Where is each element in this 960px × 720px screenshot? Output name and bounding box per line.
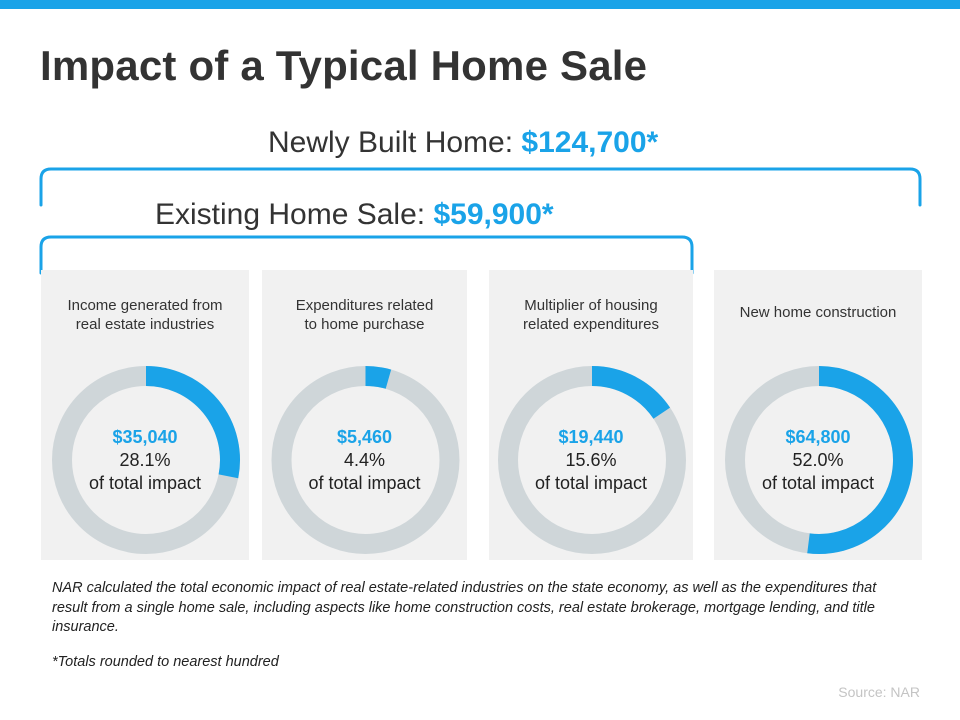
- rounding-note: *Totals rounded to nearest hundred: [52, 654, 279, 670]
- impact-amount: $5,460: [336, 427, 393, 447]
- impact-caption: of total impact: [761, 473, 875, 493]
- impact-caption: of total impact: [308, 473, 421, 493]
- panel-title: Multiplier of housing related expenditur…: [523, 297, 659, 333]
- impact-amount: $19,440: [558, 427, 624, 447]
- newly-built-amount: $124,700*: [521, 126, 659, 159]
- impact-amount: $35,040: [112, 427, 178, 447]
- donut-slice: [145, 366, 240, 479]
- methodology-footnote: NAR calculated the total economic impact…: [52, 580, 877, 635]
- panel-title: Income generated from real estate indust…: [67, 297, 223, 333]
- impact-percent: 52.0%: [792, 450, 844, 470]
- impact-panel: Income generated from real estate indust…: [41, 270, 249, 560]
- existing-home-amount: $59,900*: [433, 198, 554, 231]
- donut-slice: [591, 366, 671, 420]
- donut-chart: [52, 366, 240, 554]
- impact-percent: 4.4%: [343, 450, 386, 470]
- panel-title: New home construction: [739, 304, 897, 321]
- donut-chart: [725, 366, 913, 554]
- newly-built-label: Newly Built Home:: [268, 126, 514, 159]
- page-title: Impact of a Typical Home Sale: [40, 42, 648, 89]
- impact-caption: of total impact: [88, 473, 202, 493]
- existing-home-header: Existing Home Sale: $59,900*: [155, 198, 554, 232]
- donut-slice: [807, 366, 913, 554]
- top-accent-bar: [0, 0, 960, 9]
- donut-slice: [365, 366, 392, 389]
- newly-built-header: Newly Built Home: $124,700*: [268, 126, 658, 160]
- donut-chart: [498, 366, 686, 554]
- impact-percent: 28.1%: [119, 450, 171, 470]
- donut-center-label: $5,460 4.4% of total impact: [262, 426, 467, 495]
- donut-center-label: $64,800 52.0% of total impact: [714, 426, 922, 495]
- impact-amount: $64,800: [785, 427, 851, 447]
- impact-panel: Expenditures related to home purchase $5,…: [262, 270, 467, 560]
- existing-home-label: Existing Home Sale:: [155, 198, 426, 231]
- panel-title: Expenditures related to home purchase: [295, 297, 434, 333]
- donut-chart: [271, 366, 460, 554]
- donut-center-label: $35,040 28.1% of total impact: [41, 426, 249, 495]
- source-credit: Source: NAR: [838, 684, 920, 700]
- donut-center-label: $19,440 15.6% of total impact: [489, 426, 693, 495]
- impact-caption: of total impact: [534, 473, 648, 493]
- impact-panel: New home construction $64,800 52.0% of tota…: [714, 270, 922, 560]
- existing-home-bracket: [39, 235, 694, 275]
- impact-panel: Multiplier of housing related expenditur…: [489, 270, 693, 560]
- impact-percent: 15.6%: [565, 450, 617, 470]
